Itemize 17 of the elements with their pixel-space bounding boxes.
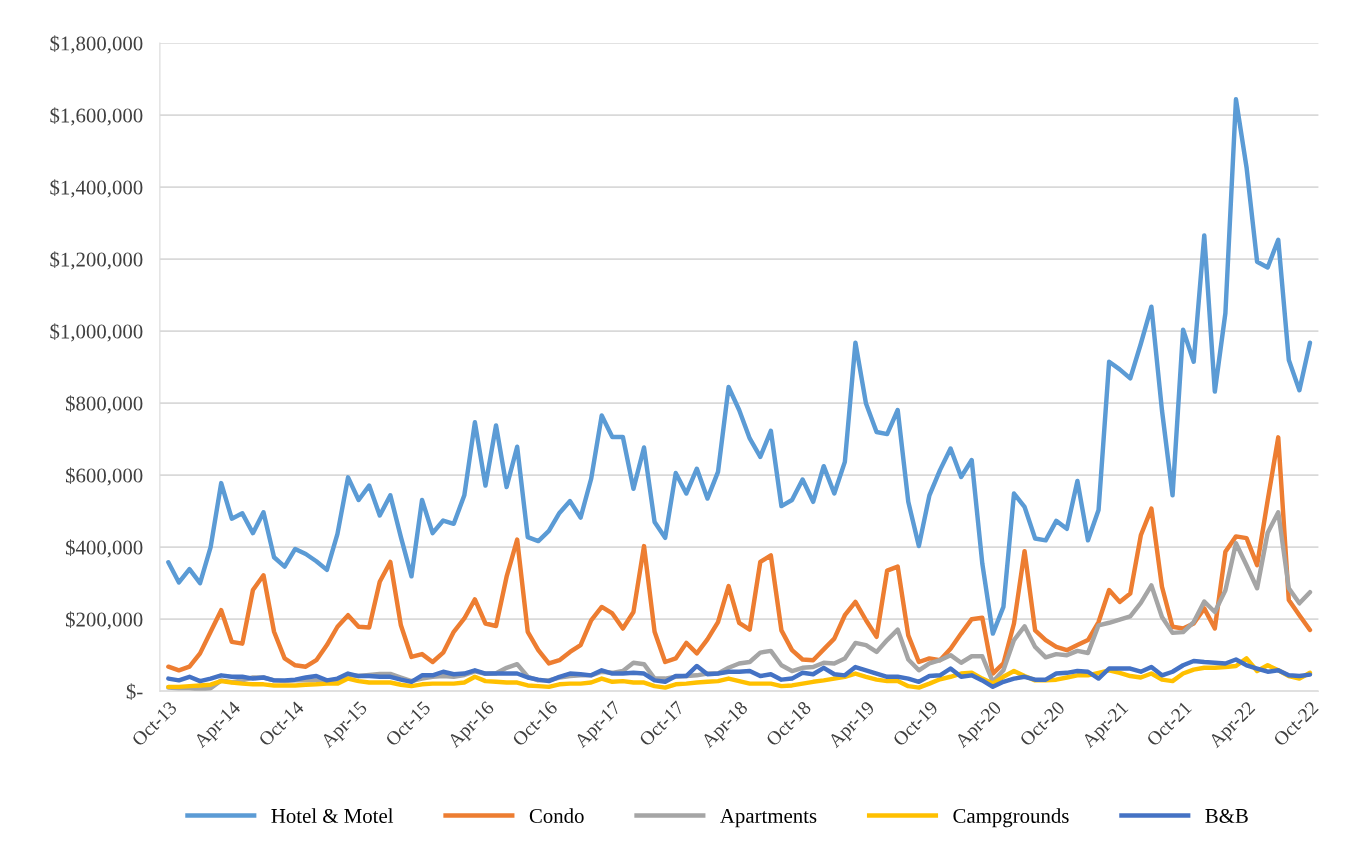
y-tick-label: $1,200,000 bbox=[50, 251, 143, 270]
legend-label: B&B bbox=[1205, 808, 1248, 823]
y-tick-label: $400,000 bbox=[65, 539, 143, 558]
y-tick-label: $200,000 bbox=[65, 611, 143, 630]
y-tick-label: $1,600,000 bbox=[50, 107, 143, 126]
y-tick-label: $600,000 bbox=[65, 467, 143, 486]
legend-label: Campgrounds bbox=[953, 808, 1069, 828]
legend-label: Hotel & Motel bbox=[271, 808, 394, 823]
legend-label: Apartments bbox=[720, 809, 817, 828]
y-tick-label: $1,400,000 bbox=[50, 179, 143, 198]
legend-label: Condo bbox=[529, 808, 584, 823]
y-tick-label: $800,000 bbox=[65, 395, 143, 414]
line-series bbox=[166, 97, 1313, 636]
line-series bbox=[166, 435, 1313, 676]
y-tick-label: $- bbox=[126, 683, 143, 700]
y-tick-label: $1,800,000 bbox=[50, 35, 143, 54]
y-tick-label: $1,000,000 bbox=[50, 323, 143, 342]
